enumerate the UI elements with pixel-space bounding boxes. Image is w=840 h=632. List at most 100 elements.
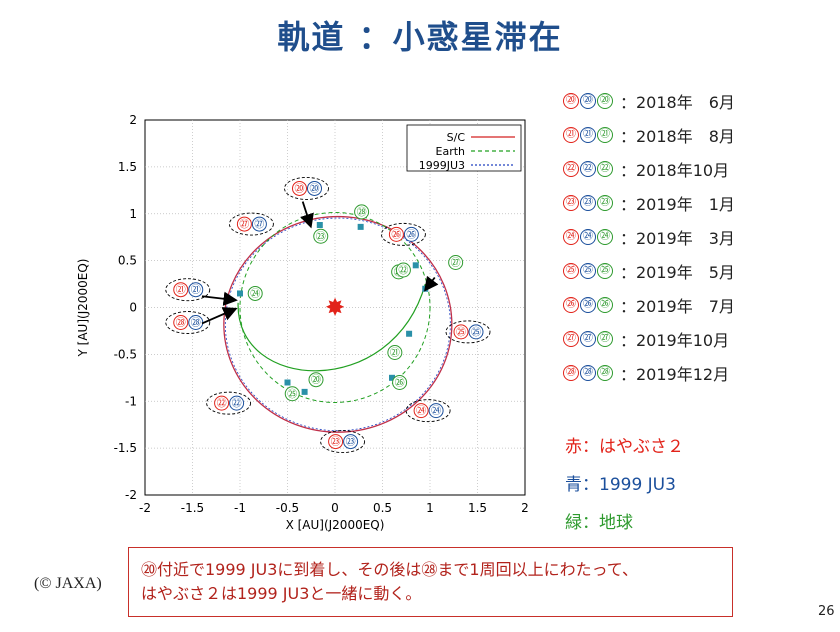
x-axis-label: X [AU](J2000EQ) [286, 518, 385, 532]
x-tick-label: 0.5 [373, 501, 392, 515]
callout-blue-circle [251, 216, 267, 232]
earth-marker-circle [448, 255, 464, 270]
schedule-marker: ⑳ [597, 93, 613, 109]
color-key-blue: 青：1999 JU3 [565, 475, 676, 495]
callout-red-circle [173, 315, 189, 330]
callout-ellipse [320, 430, 366, 454]
callout-blue-label: ㉗ [254, 219, 264, 231]
schedule-marker: ㉔ [580, 229, 596, 245]
schedule-marker: ㉗ [563, 331, 579, 347]
asteroid-position-marker [389, 374, 395, 381]
color-key-green: 緑：地球 [565, 513, 633, 533]
schedule-date: ：2018年10月 [620, 161, 730, 180]
y-tick-label: 0 [129, 301, 137, 315]
schedule-row: ⑳ ⑳ ⑳ ：2018年 6月 [563, 84, 833, 118]
callout-red-circle [413, 403, 429, 419]
earth-marker-circle [395, 262, 411, 278]
color-key: 赤：はやぶさ２ 青：1999 JU3 緑：地球 [565, 428, 684, 542]
callout-red-label: ㉑ [176, 284, 186, 296]
callout-blue-circle [468, 324, 484, 340]
callout-ellipse [405, 399, 451, 423]
callout-blue-circle [188, 282, 204, 298]
callout-red-label: ㉔ [416, 405, 426, 417]
earth-marker-label: ㉑ [390, 347, 400, 359]
schedule-marker: ㉑ [563, 127, 579, 143]
schedule-marker: ㉔ [597, 229, 613, 245]
callout-red-circle [328, 434, 344, 450]
schedule-marker: ㉑ [580, 127, 596, 143]
schedule-date: ：2018年 6月 [620, 93, 735, 112]
y-tick-label: -1.5 [114, 441, 137, 455]
page-number: 26 [818, 604, 835, 619]
slide-title: 軌道 ：小惑星滞在 [277, 18, 563, 56]
earth-marker-circle [313, 228, 329, 244]
schedule-marker: ㉖ [563, 297, 579, 313]
earth-marker-circle [387, 345, 403, 360]
y-tick-label: -1 [125, 394, 137, 408]
callout-red-label: ㉘ [176, 317, 186, 329]
earth-marker-circle [354, 204, 370, 220]
earth-marker-circle [308, 372, 324, 388]
callout-ellipse [165, 311, 211, 334]
y-axis-label: Y [AU](J2000EQ) [76, 259, 90, 358]
callout-blue-circle [307, 180, 322, 196]
earth-marker-label: ㉒ [398, 265, 408, 277]
schedule-date: ：2019年 5月 [620, 263, 735, 282]
callout-red-label: ㉒ [217, 398, 227, 410]
x-tick-label: -1.5 [181, 501, 204, 515]
y-tick-label: 1 [129, 207, 137, 221]
note-line-2: はやぶさ２は1999 JU3と一緒に動く。 [141, 584, 422, 603]
schedule-date: ：2019年10月 [620, 331, 730, 350]
schedule-date: ：2019年 1月 [620, 195, 735, 214]
earth-marker-circle [284, 386, 300, 402]
schedule-date: ：2019年 7月 [620, 297, 735, 316]
schedule-marker: ㉔ [563, 229, 579, 245]
callout-blue-circle [343, 434, 359, 450]
x-tick-label: 2 [521, 501, 529, 515]
callout-blue-circle [403, 226, 419, 242]
schedule-date: ：2019年12月 [620, 365, 730, 384]
pointer-arrow [424, 275, 439, 292]
schedule-marker: ㉒ [563, 161, 579, 177]
asteroid-position-marker [412, 262, 419, 269]
callout-blue-label: ㉓ [346, 436, 356, 448]
y-tick-label: -0.5 [114, 347, 137, 361]
earth-marker-label: ㉖ [395, 377, 405, 389]
schedule-date: ：2019年 3月 [620, 229, 735, 248]
schedule-marker: ⑳ [563, 93, 579, 109]
callout-ellipse [284, 176, 329, 200]
callout-blue-label: ㉕ [471, 326, 481, 338]
pointer-arrow [300, 201, 314, 229]
schedule-date: ：2018年 8月 [620, 127, 735, 146]
schedule-marker: ㉑ [597, 127, 613, 143]
schedule-marker: ㉒ [597, 161, 613, 177]
pointer-arrow [201, 307, 238, 325]
callout-red-label: ㉗ [239, 219, 249, 231]
schedule-marker: ㉕ [597, 263, 613, 279]
orbit-plot-svg: -2 2 -1.5 1.5 -1 1 -0.5 0.5 0 0 0.5 -0.5 1 -1 1.5 -1.5 2… [76, 113, 529, 532]
callout-ellipse [206, 391, 252, 415]
callout-red-label: ⑳ [295, 183, 305, 195]
earth-marker-label: ㉔ [250, 288, 260, 300]
x-tick-label: -0.5 [276, 501, 299, 515]
y-tick-label: 1.5 [118, 160, 137, 174]
callout-red-label: ㉕ [456, 326, 466, 338]
callout-blue-label: ㉘ [191, 317, 201, 329]
asteroid-position-marker [284, 379, 291, 386]
note-line-1: ⑳付近で1999 JU3に到着し、その後は㉘まで1周回以上にわたって、 [141, 560, 638, 579]
callout-blue-circle [428, 403, 444, 419]
plot-legend-label: Earth [436, 145, 466, 158]
schedule-marker: ⑳ [580, 93, 596, 109]
asteroid-position-marker [406, 330, 413, 337]
x-tick-label: 1 [426, 501, 434, 515]
callout-red-label: ㉓ [331, 436, 341, 448]
schedule-marker: ㉘ [597, 365, 613, 381]
plot-legend-label: 1999JU3 [419, 159, 465, 172]
earth-marker-label: ⑳ [311, 374, 321, 386]
